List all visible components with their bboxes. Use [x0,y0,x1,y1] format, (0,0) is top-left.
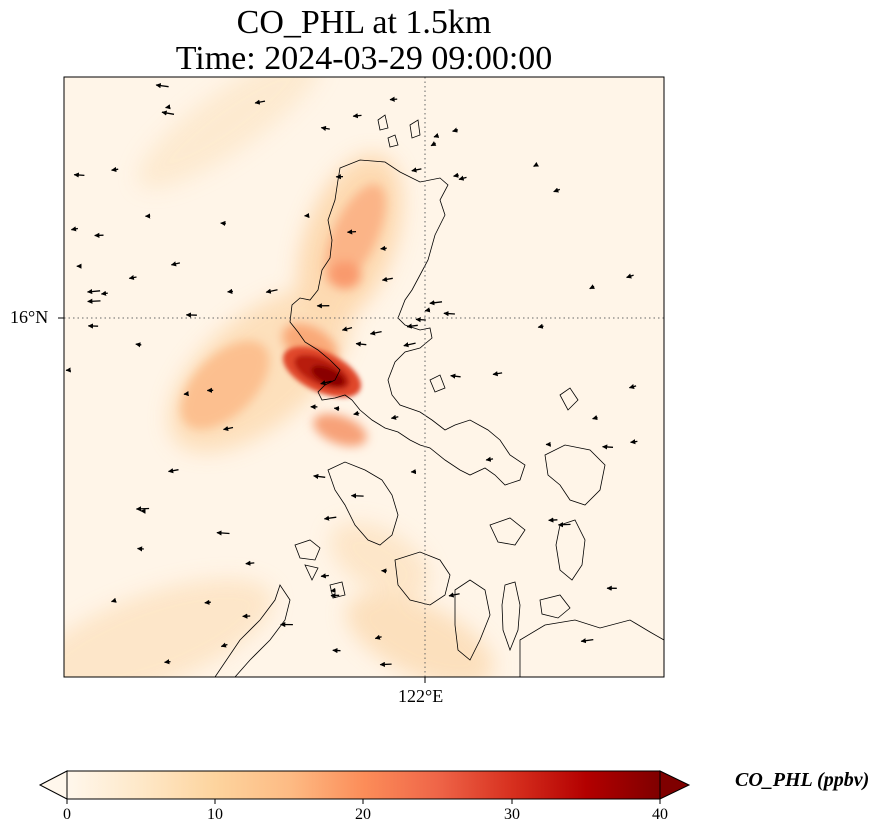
wind-arrow [70,226,79,232]
wind-arrow [111,597,117,603]
wind-arrow [411,167,422,173]
map-frame [63,76,665,678]
wind-arrow [313,473,326,480]
wind-arrow [165,104,171,110]
colorbar-ramp [66,770,661,800]
wind-arrow [630,439,638,445]
wind-arrow [136,546,144,552]
wind-arrow [323,515,337,521]
wind-arrow [245,560,255,566]
wind-arrow [389,96,398,102]
wind-arrow [390,414,399,420]
wind-arrow [537,323,544,329]
wind-arrow [161,110,175,116]
wind-arrow [111,166,119,173]
wind-arrow [458,175,467,181]
coastline [214,114,664,677]
wind-arrow [533,161,539,167]
wind-arrow [320,125,330,131]
wind-arrow [379,661,392,667]
wind-arrow [341,326,353,332]
colorbar-tick-20: 20 [355,806,371,823]
wind-arrow [100,290,108,296]
wind-arrow [183,391,189,397]
wind-arrow [453,172,459,178]
wind-arrow [628,383,637,389]
wind-arrow [155,83,169,89]
wind-arrow [406,323,418,329]
wind-arrow [353,410,360,416]
wind-arrow [204,599,211,605]
wind-arrow [553,187,561,193]
wind-arrow [220,642,228,648]
wind-arrow [330,587,336,593]
wind-arrow [164,659,171,665]
wind-arrow [433,132,440,138]
wind-arrow [135,342,142,348]
colorbar-tick-10: 10 [207,806,223,823]
wind-arrow [87,298,101,304]
wind-arrow [403,342,416,348]
wind-arrow [222,425,234,432]
wind-arrow [592,415,598,421]
wind-arrow [135,506,150,512]
wind-vectors [65,83,638,667]
wind-arrow [346,229,357,235]
wind-arrow [86,288,101,295]
wind-arrow [424,307,431,313]
wind-arrow [580,638,594,644]
wind-arrow [380,245,387,251]
gridlines [64,77,664,677]
wind-arrow [170,261,181,267]
wind-arrow [626,273,634,279]
wind-arrow [374,634,382,640]
wind-arrow [452,127,459,133]
wind-arrow [381,276,393,282]
wind-arrow [602,444,614,450]
wind-arrow [254,99,266,105]
wind-arrow [73,172,85,178]
map-title-line1: CO_PHL at 1.5km [236,4,492,41]
wind-arrow [369,330,382,336]
colorbar-extend-high [659,770,691,800]
wind-arrow [415,317,426,323]
map-title-line2: Time: 2024-03-29 09:00:00 [175,40,553,77]
wind-arrow [352,113,362,119]
wind-arrow [557,522,571,528]
wind-arrow [448,592,460,598]
wind-arrow [167,468,179,474]
wind-arrow [450,373,461,379]
wind-arrow [265,288,278,294]
wind-arrow [320,573,329,579]
wind-arrow [443,311,455,317]
lat-tick-label: 16°N [10,307,49,327]
wind-arrow [429,300,443,306]
wind-arrow [492,371,503,377]
wind-arrow [355,341,367,347]
wind-arrow [320,380,332,386]
lon-tick-label: 122°E [398,686,444,706]
wind-arrow [548,517,558,523]
wind-arrow [333,406,340,412]
colorbar-extend-low [38,770,68,800]
colorbar-tick-0: 0 [63,806,71,823]
colorbar-label: CO_PHL (ppbv) [735,769,870,791]
wind-arrow [485,456,494,462]
wind-arrow [216,530,230,536]
colorbar-tick-30: 30 [504,806,520,823]
wind-arrow [589,284,596,290]
wind-arrow [128,274,137,281]
colorbar-tick-40: 40 [652,806,668,823]
wind-arrow [227,288,233,294]
co-concentration-field [64,77,494,677]
wind-arrow [430,141,437,147]
wind-arrow [350,493,364,499]
